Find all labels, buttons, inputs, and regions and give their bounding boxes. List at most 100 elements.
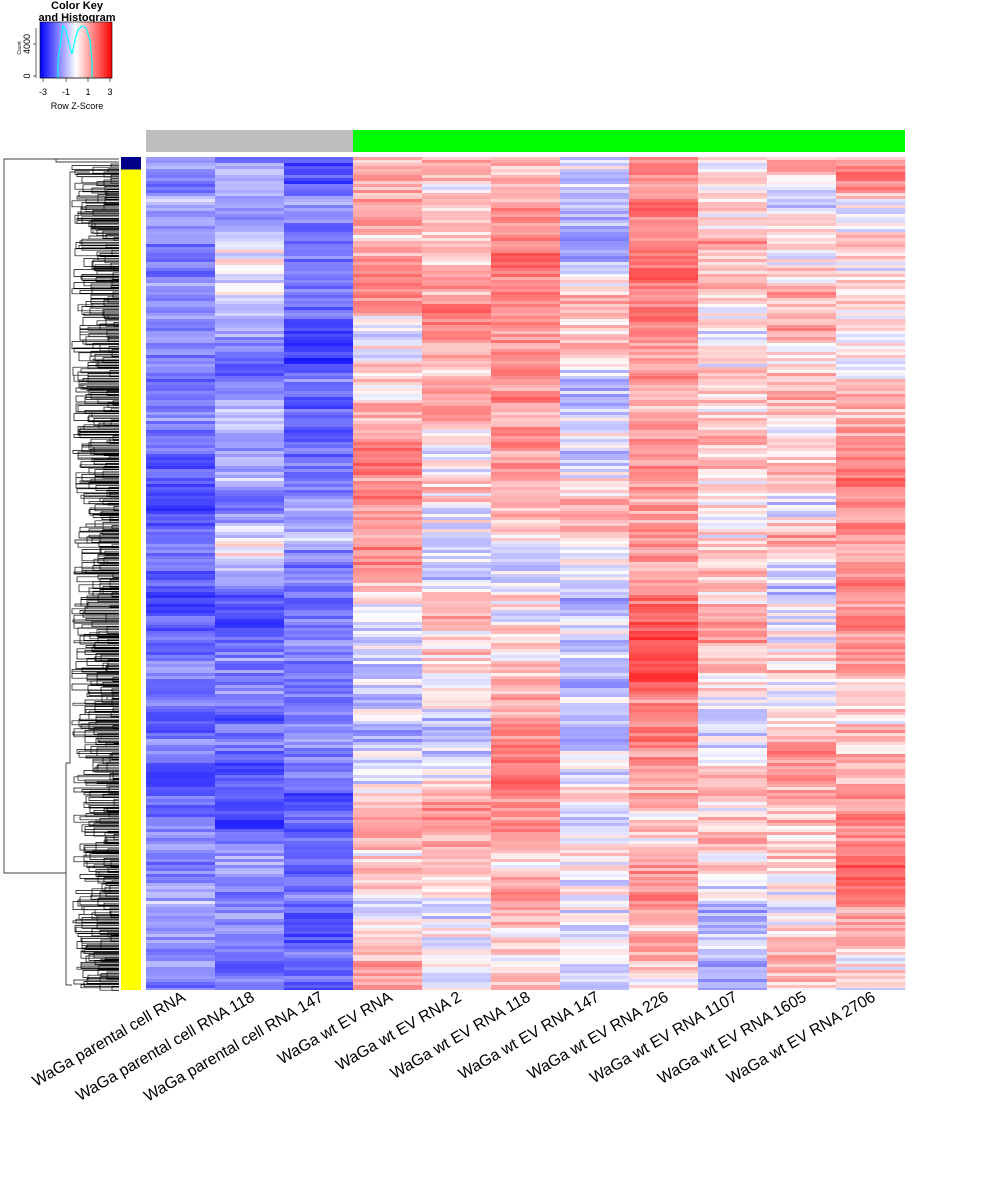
heatmap-cell (146, 811, 216, 815)
heatmap-cell (767, 211, 837, 215)
heatmap-cell (284, 853, 354, 857)
heatmap-cell (629, 505, 699, 509)
heatmap-cell (284, 484, 354, 488)
heatmap-cell (284, 961, 354, 965)
heatmap-cell (767, 880, 837, 884)
heatmap-cell (698, 799, 768, 803)
heatmap-cell (353, 283, 423, 287)
heatmap-cell (560, 688, 630, 692)
heatmap-cell (698, 169, 768, 173)
heatmap-cell (284, 379, 354, 383)
heatmap-cell (146, 904, 216, 908)
heatmap-cell (767, 187, 837, 191)
heatmap-cell (146, 688, 216, 692)
heatmap-cell (353, 904, 423, 908)
heatmap-cell (353, 748, 423, 752)
heatmap-cell (215, 640, 285, 644)
heatmap-cell (836, 820, 906, 824)
heatmap-cell (215, 190, 285, 194)
heatmap-cell (560, 250, 630, 254)
heatmap-cell (629, 406, 699, 410)
heatmap-cell (836, 637, 906, 641)
heatmap-cell (491, 697, 561, 701)
heatmap-cell (836, 436, 906, 440)
heatmap-cell (836, 313, 906, 317)
heatmap-cell (353, 778, 423, 782)
heatmap-cell (422, 907, 492, 911)
heatmap-cell (629, 799, 699, 803)
heatmap-cell (560, 508, 630, 512)
heatmap-cell (767, 529, 837, 533)
heatmap-cell (836, 571, 906, 575)
heatmap-cell (491, 580, 561, 584)
heatmap-cell (560, 838, 630, 842)
heatmap-cell (629, 280, 699, 284)
heatmap-cell (215, 610, 285, 614)
heatmap-cell (560, 439, 630, 443)
heatmap-cell (767, 691, 837, 695)
heatmap-cell (629, 907, 699, 911)
heatmap-cell (836, 430, 906, 434)
heatmap-cell (422, 487, 492, 491)
heatmap-cell (629, 616, 699, 620)
heatmap-cell (698, 628, 768, 632)
heatmap-cell (629, 307, 699, 311)
heatmap-cell (560, 283, 630, 287)
heatmap-cell (146, 727, 216, 731)
heatmap-cell (422, 229, 492, 233)
heatmap-cell (353, 385, 423, 389)
heatmap-cell (560, 907, 630, 911)
heatmap-cell (146, 535, 216, 539)
heatmap-cell (422, 943, 492, 947)
heatmap-cell (560, 580, 630, 584)
heatmap-cell (698, 160, 768, 164)
heatmap-cell (698, 772, 768, 776)
heatmap-cell (146, 193, 216, 197)
heatmap-cell (560, 385, 630, 389)
heatmap-cell (215, 907, 285, 911)
heatmap-cell (767, 373, 837, 377)
heatmap-cell (284, 580, 354, 584)
heatmap-cell (698, 643, 768, 647)
heatmap-cell (836, 574, 906, 578)
heatmap-cell (422, 703, 492, 707)
heatmap-cell (422, 400, 492, 404)
heatmap-cell (560, 763, 630, 767)
heatmap-cell (491, 949, 561, 953)
heatmap-cell (146, 373, 216, 377)
heatmap-cell (491, 628, 561, 632)
heatmap-cell (146, 205, 216, 209)
heatmap-cell (422, 532, 492, 536)
heatmap-cell (767, 649, 837, 653)
heatmap-cell (422, 937, 492, 941)
heatmap-cell (836, 322, 906, 326)
heatmap-cell (698, 586, 768, 590)
heatmap-cell (422, 697, 492, 701)
heatmap-cell (353, 259, 423, 263)
heatmap-cell (146, 883, 216, 887)
heatmap-cell (836, 157, 906, 161)
heatmap-cell (836, 439, 906, 443)
heatmap-cell (560, 988, 630, 990)
heatmap-cell (767, 595, 837, 599)
heatmap-cell (560, 232, 630, 236)
heatmap-cell (491, 640, 561, 644)
heatmap-cell (491, 442, 561, 446)
heatmap-cell (767, 565, 837, 569)
heatmap-cell (215, 739, 285, 743)
heatmap-cell (215, 583, 285, 587)
heatmap-cell (836, 301, 906, 305)
heatmap-cell (284, 964, 354, 968)
heatmap-cell (215, 442, 285, 446)
heatmap-cell (560, 835, 630, 839)
heatmap-cell (698, 709, 768, 713)
heatmap-cell (836, 652, 906, 656)
heatmap-cell (284, 727, 354, 731)
heatmap-cell (215, 172, 285, 176)
heatmap-cell (353, 802, 423, 806)
heatmap-cell (353, 538, 423, 542)
heatmap-cell (836, 352, 906, 356)
heatmap-cell (629, 439, 699, 443)
heatmap-cell (353, 664, 423, 668)
heatmap-cell (767, 190, 837, 194)
